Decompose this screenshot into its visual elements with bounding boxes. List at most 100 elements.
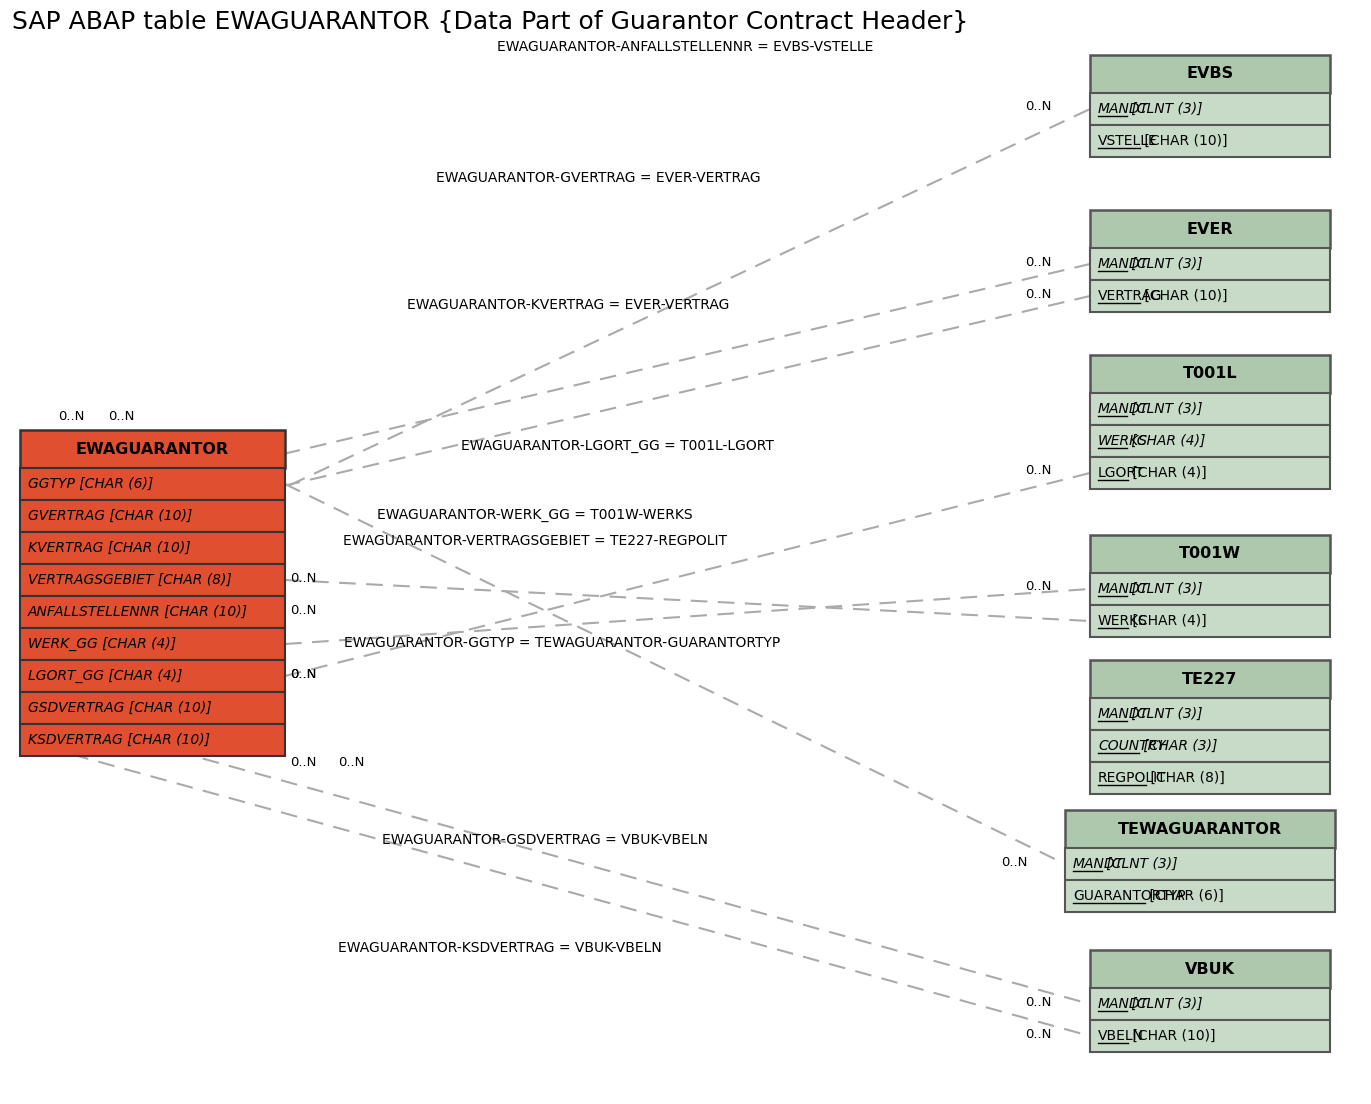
Text: EWAGUARANTOR-GVERTRAG = EVER-VERTRAG: EWAGUARANTOR-GVERTRAG = EVER-VERTRAG — [436, 171, 761, 185]
Text: EWAGUARANTOR-VERTRAGSGEBIET = TE227-REGPOLIT: EWAGUARANTOR-VERTRAGSGEBIET = TE227-REGP… — [343, 534, 727, 548]
Text: 0..N: 0..N — [1026, 581, 1052, 594]
Text: EWAGUARANTOR-GGTYP = TEWAGUARANTOR-GUARANTORTYP: EWAGUARANTOR-GGTYP = TEWAGUARANTOR-GUARA… — [344, 636, 780, 650]
Bar — [21, 500, 285, 532]
Text: 0..N: 0..N — [1001, 856, 1027, 869]
Bar — [1090, 457, 1330, 489]
Text: EWAGUARANTOR-KSDVERTRAG = VBUK-VBELN: EWAGUARANTOR-KSDVERTRAG = VBUK-VBELN — [339, 941, 662, 955]
Bar — [1065, 880, 1335, 912]
Text: SAP ABAP table EWAGUARANTOR {Data Part of Guarantor Contract Header}: SAP ABAP table EWAGUARANTOR {Data Part o… — [12, 10, 968, 34]
Text: TE227: TE227 — [1182, 671, 1238, 687]
Text: [CLNT (3)]: [CLNT (3)] — [1127, 707, 1202, 721]
Text: VSTELLE: VSTELLE — [1098, 134, 1157, 148]
Text: [CHAR (10)]: [CHAR (10)] — [1141, 289, 1227, 302]
Bar — [21, 429, 285, 468]
Text: WERKS: WERKS — [1098, 434, 1148, 448]
Text: WERKS: WERKS — [1098, 614, 1148, 628]
Text: 0..N: 0..N — [1026, 100, 1052, 114]
Bar — [1090, 573, 1330, 605]
Text: [CLNT (3)]: [CLNT (3)] — [1127, 582, 1202, 596]
Text: 0..N: 0..N — [1026, 255, 1052, 268]
Bar — [1090, 730, 1330, 762]
Text: EWAGUARANTOR-WERK_GG = T001W-WERKS: EWAGUARANTOR-WERK_GG = T001W-WERKS — [377, 508, 692, 522]
Text: GVERTRAG [CHAR (10)]: GVERTRAG [CHAR (10)] — [27, 509, 192, 523]
Text: [CHAR (4)]: [CHAR (4)] — [1128, 614, 1206, 628]
Text: 0..N: 0..N — [339, 755, 365, 768]
Text: [CLNT (3)]: [CLNT (3)] — [1127, 402, 1202, 416]
Bar — [21, 564, 285, 596]
Text: MANDT: MANDT — [1098, 707, 1149, 721]
Bar — [1090, 93, 1330, 125]
Text: [CHAR (6)]: [CHAR (6)] — [1145, 889, 1224, 903]
Text: 0..N: 0..N — [291, 668, 317, 680]
Text: MANDT: MANDT — [1073, 857, 1124, 871]
Text: WERK_GG [CHAR (4)]: WERK_GG [CHAR (4)] — [27, 637, 175, 651]
Text: MANDT: MANDT — [1098, 102, 1149, 116]
Bar — [1090, 1020, 1330, 1052]
Text: [CHAR (3)]: [CHAR (3)] — [1138, 739, 1217, 753]
Bar — [1090, 125, 1330, 157]
Text: GSDVERTRAG [CHAR (10)]: GSDVERTRAG [CHAR (10)] — [27, 701, 211, 715]
Text: KSDVERTRAG [CHAR (10)]: KSDVERTRAG [CHAR (10)] — [27, 733, 210, 747]
Text: [CLNT (3)]: [CLNT (3)] — [1127, 102, 1202, 116]
Text: 0..N: 0..N — [291, 755, 317, 768]
Bar — [1090, 988, 1330, 1020]
Bar — [1065, 848, 1335, 880]
Bar — [1090, 393, 1330, 425]
Bar — [21, 468, 285, 500]
Bar — [1090, 660, 1330, 698]
Text: EVER: EVER — [1187, 222, 1234, 236]
Text: [CHAR (4)]: [CHAR (4)] — [1127, 434, 1205, 448]
Text: REGPOLIT: REGPOLIT — [1098, 771, 1167, 785]
Text: [CLNT (3)]: [CLNT (3)] — [1127, 257, 1202, 270]
Bar — [1090, 425, 1330, 457]
Text: 0..N: 0..N — [1026, 465, 1052, 478]
Text: EWAGUARANTOR-ANFALLSTELLENNR = EVBS-VSTELLE: EWAGUARANTOR-ANFALLSTELLENNR = EVBS-VSTE… — [496, 40, 873, 54]
Text: COUNTRY: COUNTRY — [1098, 739, 1165, 753]
Bar — [1090, 280, 1330, 312]
Text: EWAGUARANTOR: EWAGUARANTOR — [75, 442, 229, 456]
Text: MANDT: MANDT — [1098, 997, 1149, 1011]
Text: VBELN: VBELN — [1098, 1029, 1143, 1043]
Text: TEWAGUARANTOR: TEWAGUARANTOR — [1117, 821, 1282, 837]
Bar — [21, 532, 285, 564]
Bar — [1065, 810, 1335, 848]
Text: 0..N: 0..N — [1026, 287, 1052, 300]
Text: T001L: T001L — [1183, 367, 1237, 382]
Bar — [1090, 605, 1330, 637]
Bar — [21, 628, 285, 660]
Text: [CHAR (10)]: [CHAR (10)] — [1141, 134, 1227, 148]
Text: EVBS: EVBS — [1186, 66, 1234, 82]
Text: [CLNT (3)]: [CLNT (3)] — [1102, 857, 1178, 871]
Bar — [21, 724, 285, 756]
Text: MANDT: MANDT — [1098, 257, 1149, 270]
Text: [CHAR (4)]: [CHAR (4)] — [1128, 466, 1206, 480]
Bar — [1090, 698, 1330, 730]
Text: 0..N: 0..N — [1026, 996, 1052, 1008]
Bar — [21, 692, 285, 724]
Text: LGORT: LGORT — [1098, 466, 1145, 480]
Bar — [1090, 248, 1330, 280]
Text: VBUK: VBUK — [1185, 962, 1235, 977]
Bar — [1090, 762, 1330, 794]
Text: 0..N: 0..N — [291, 604, 317, 616]
Text: MANDT: MANDT — [1098, 582, 1149, 596]
Text: ANFALLSTELLENNR [CHAR (10)]: ANFALLSTELLENNR [CHAR (10)] — [27, 605, 248, 619]
Text: 0..N: 0..N — [58, 410, 85, 423]
Text: T001W: T001W — [1179, 546, 1241, 562]
Bar — [1090, 535, 1330, 573]
Text: LGORT_GG [CHAR (4)]: LGORT_GG [CHAR (4)] — [27, 669, 182, 683]
Bar — [21, 660, 285, 692]
Bar — [21, 596, 285, 628]
Text: [CHAR (8)]: [CHAR (8)] — [1146, 771, 1224, 785]
Text: 0..N: 0..N — [108, 410, 134, 423]
Text: 0..N: 0..N — [291, 572, 317, 584]
Text: KVERTRAG [CHAR (10)]: KVERTRAG [CHAR (10)] — [27, 541, 191, 555]
Text: VERTRAGSGEBIET [CHAR (8)]: VERTRAGSGEBIET [CHAR (8)] — [27, 573, 232, 587]
Text: GUARANTORTYP: GUARANTORTYP — [1073, 889, 1186, 903]
Text: 0..N: 0..N — [1026, 1028, 1052, 1040]
Bar — [1090, 951, 1330, 988]
Bar — [1090, 210, 1330, 248]
Text: [CHAR (10)]: [CHAR (10)] — [1128, 1029, 1216, 1043]
Bar — [1090, 355, 1330, 393]
Text: EWAGUARANTOR-KVERTRAG = EVER-VERTRAG: EWAGUARANTOR-KVERTRAG = EVER-VERTRAG — [407, 298, 729, 312]
